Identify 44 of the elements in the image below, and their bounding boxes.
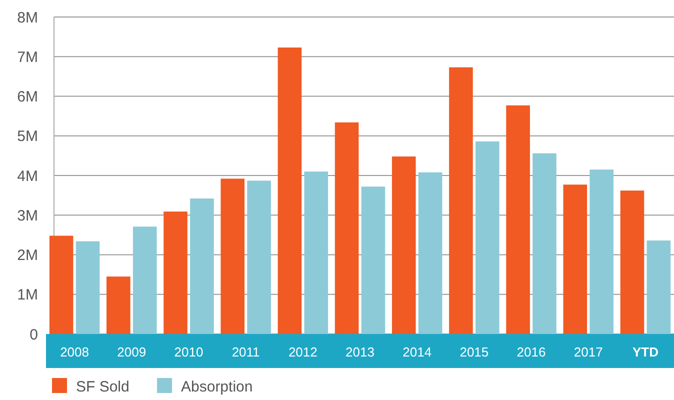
bar	[361, 186, 386, 334]
y-tick-label: 0	[30, 326, 38, 344]
bar	[76, 241, 100, 334]
legend-label: SF Sold	[76, 378, 130, 396]
bar	[247, 180, 271, 334]
x-tick-label: 2008	[60, 344, 90, 360]
bar	[106, 276, 130, 334]
x-tick-label: 2011	[232, 344, 260, 360]
bar	[449, 67, 473, 334]
bar	[532, 153, 556, 334]
bar	[49, 236, 74, 334]
legend-label: Absorption	[181, 378, 253, 396]
bar	[418, 172, 442, 334]
bar	[164, 212, 188, 334]
y-tick-label: 7M	[17, 48, 38, 66]
x-tick-label: 2017	[574, 344, 603, 360]
x-tick-label: 2014	[402, 344, 432, 360]
y-tick-label: 5M	[17, 128, 38, 146]
bar	[190, 198, 214, 334]
bar	[220, 178, 244, 334]
x-tick-label: 2013	[346, 344, 374, 360]
bar	[392, 156, 416, 334]
bar	[646, 240, 671, 334]
bar	[620, 190, 644, 334]
x-tick-label: 2012	[288, 344, 318, 360]
bar	[476, 141, 500, 334]
x-tick-label: 2016	[516, 344, 546, 360]
x-tick-label: 2010	[174, 344, 204, 360]
bar	[506, 105, 530, 334]
y-tick-label: 8M	[17, 9, 38, 26]
bar	[590, 170, 614, 334]
y-tick-label: 2M	[17, 247, 38, 264]
bar	[278, 48, 302, 334]
y-tick-label: 6M	[17, 88, 38, 106]
bar	[334, 122, 359, 334]
bar	[132, 226, 157, 334]
bar	[304, 172, 328, 334]
y-tick-label: 1M	[17, 286, 38, 304]
x-tick-label: 2015	[460, 344, 489, 360]
x-tick-label: 2009	[117, 344, 146, 360]
bar	[563, 184, 588, 334]
x-tick-label: YTD	[632, 344, 658, 360]
y-tick-label: 3M	[17, 207, 38, 224]
y-tick-label: 4M	[17, 168, 38, 185]
